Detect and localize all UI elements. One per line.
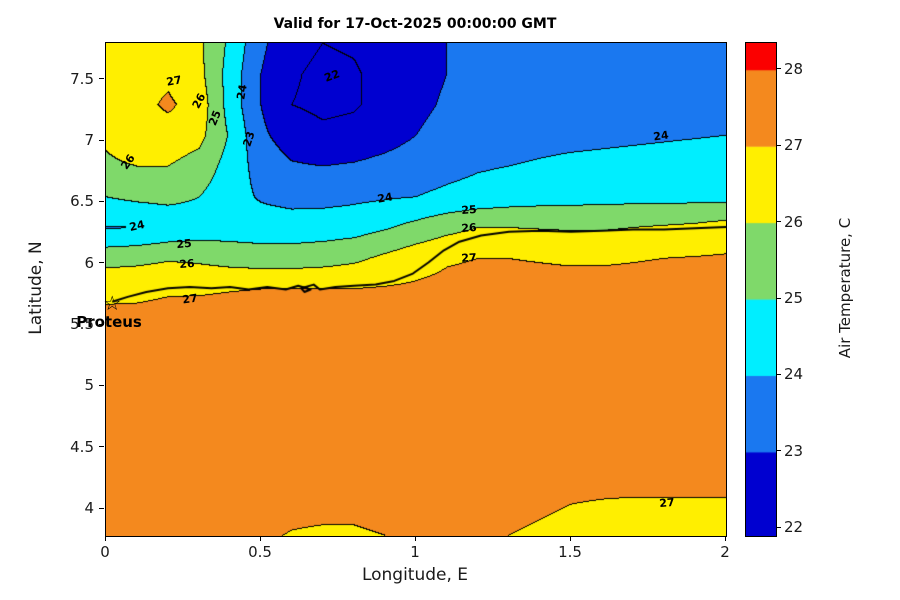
colorbar-label: Air Temperature, C — [836, 217, 854, 359]
x-tick-mark — [569, 536, 571, 541]
contour-label: 23 — [240, 129, 258, 148]
colorbar-tick-label: 24 — [784, 365, 804, 384]
y-tick-mark — [99, 323, 104, 325]
y-tick-mark — [99, 507, 104, 509]
contour-label: 24 — [128, 217, 146, 234]
contour-map-canvas — [106, 43, 726, 536]
y-tick-mark — [99, 78, 104, 80]
y-tick-mark — [99, 262, 104, 264]
x-tick-mark — [414, 536, 416, 541]
contour-label: 25 — [175, 236, 192, 252]
colorbar-tick-label: 26 — [784, 212, 804, 231]
x-tick-label: 0 — [100, 543, 110, 561]
x-tick-mark — [104, 536, 106, 541]
colorbar-tick-mark — [777, 450, 781, 452]
plot-area: 22 27 26 25 24 23 26 24 24 24 25 26 27 25 26 27 27 ☆ Prote… — [76, 42, 727, 537]
y-tick-label: 4 — [84, 499, 94, 518]
x-tick-mark — [724, 536, 726, 541]
contour-label: 27 — [165, 73, 183, 89]
figure-title: Valid for 17-Oct-2025 00:00:00 GMT — [273, 16, 557, 32]
y-axis-label: Latitude, N — [26, 241, 46, 335]
x-axis-label: Longitude, E — [361, 565, 469, 585]
x-tick-mark — [259, 536, 261, 541]
x-tick-label: 0.5 — [248, 543, 272, 561]
contour-label: 26 — [189, 90, 209, 111]
y-tick-label: 5 — [84, 376, 94, 395]
colorbar-tick-label: 25 — [784, 289, 804, 308]
colorbar-tick-mark — [777, 297, 781, 299]
plot-overlay: 22 27 26 25 24 23 26 24 24 24 25 26 27 25 26 27 27 ☆ Prote… — [76, 43, 726, 536]
contour-label: 27 — [658, 495, 676, 511]
colorbar — [745, 42, 777, 537]
y-tick-label: 7.5 — [70, 69, 94, 88]
contour-label: 22 — [322, 67, 342, 85]
colorbar-tick-mark — [777, 373, 781, 375]
colorbar-tick-mark — [777, 526, 781, 528]
colorbar-tick-label: 28 — [784, 59, 804, 78]
station-star-marker: ☆ — [103, 291, 122, 316]
x-tick-label: 2 — [720, 543, 730, 561]
colorbar-tick-mark — [777, 68, 781, 70]
contour-label: 27 — [460, 250, 477, 265]
y-tick-mark — [99, 446, 104, 448]
x-tick-label: 1 — [410, 543, 420, 561]
y-tick-mark — [99, 139, 104, 141]
x-tick-label: 1.5 — [558, 543, 582, 561]
colorbar-tick-mark — [777, 221, 781, 223]
contour-label: 25 — [460, 202, 477, 217]
y-tick-label: 5.5 — [70, 315, 94, 334]
contour-label: 25 — [205, 108, 224, 128]
colorbar-canvas — [746, 43, 776, 536]
contour-label: 26 — [117, 151, 138, 172]
y-tick-label: 7 — [84, 131, 94, 150]
y-tick-label: 6.5 — [70, 192, 94, 211]
contour-label: 26 — [178, 256, 195, 271]
colorbar-tick-label: 23 — [784, 441, 804, 460]
colorbar-tick-label: 22 — [784, 518, 804, 537]
station-label: Proteus — [76, 313, 142, 332]
y-tick-label: 6 — [84, 253, 94, 272]
colorbar-tick-mark — [777, 144, 781, 146]
contour-label: 24 — [652, 128, 670, 144]
colorbar-tick-label: 27 — [784, 136, 804, 155]
y-tick-label: 4.5 — [70, 437, 94, 456]
contour-label: 24 — [376, 189, 394, 206]
y-tick-mark — [99, 384, 104, 386]
y-tick-mark — [99, 200, 104, 202]
contour-label: 26 — [460, 221, 477, 236]
contour-label: 27 — [181, 291, 199, 307]
contour-label: 24 — [234, 83, 251, 101]
